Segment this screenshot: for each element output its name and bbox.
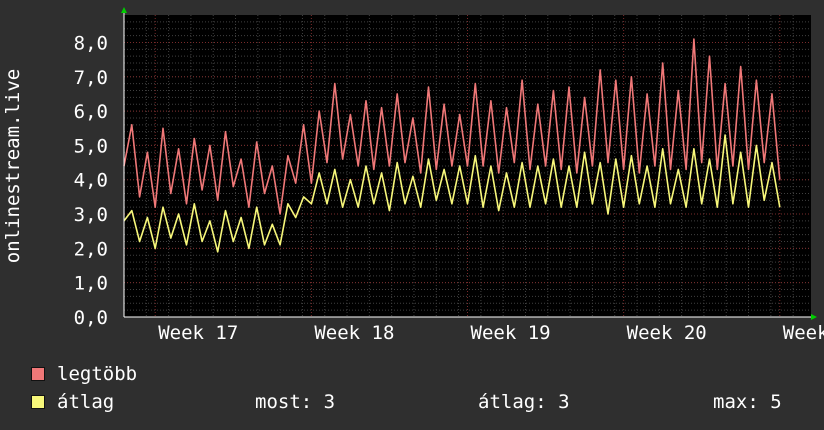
y-tick-label: 6,0 (74, 101, 108, 123)
x-axis-arrow-icon (811, 314, 817, 320)
y-tick-label: 8,0 (74, 32, 108, 54)
series-line-max (123, 38, 781, 215)
y-tick-label: 7,0 (74, 67, 108, 89)
stat-current: most: 3 (255, 391, 336, 413)
legend-label-max: legtöbb (57, 363, 138, 385)
x-tick-label: Week 21 (783, 322, 824, 344)
x-tick-label: Week 18 (314, 322, 394, 344)
legend-swatch-avg (31, 395, 45, 409)
y-tick-label: 3,0 (74, 204, 108, 226)
y-tick-label: 4,0 (74, 170, 108, 192)
y-axis-ticks: 0,0 1,0 2,0 3,0 4,0 5,0 6,0 7,0 8,0 (74, 32, 108, 329)
y-tick-label: 5,0 (74, 135, 108, 157)
y-axis-label: onlinestream.live (2, 69, 24, 263)
stat-max: max: 5 (713, 391, 782, 413)
y-axis-arrow-icon (121, 7, 127, 13)
y-tick-label: 0,0 (74, 307, 108, 329)
series-layer (123, 38, 781, 253)
legend-item-max: legtöbb (31, 363, 138, 385)
line-chart: 0,01,02,03,04,05,06,07,08,0 Week 17 Week … (2, 7, 824, 344)
legend-swatch-max (31, 367, 45, 381)
x-tick-label: Week 17 (158, 322, 238, 344)
legend-label-avg: átlag (57, 391, 115, 413)
x-tick-label: Week 20 (627, 322, 707, 344)
y-tick-label: 1,0 (74, 273, 108, 295)
y-tick-label: 2,0 (74, 238, 108, 260)
x-tick-label: Week 19 (471, 322, 551, 344)
x-axis-ticks: Week 17 Week 18 Week 19 Week 20 Week 21 (158, 322, 824, 344)
legend-item-avg: átlag (31, 391, 115, 413)
series-line-avg (123, 134, 781, 253)
stat-average: átlag: 3 (478, 391, 570, 413)
